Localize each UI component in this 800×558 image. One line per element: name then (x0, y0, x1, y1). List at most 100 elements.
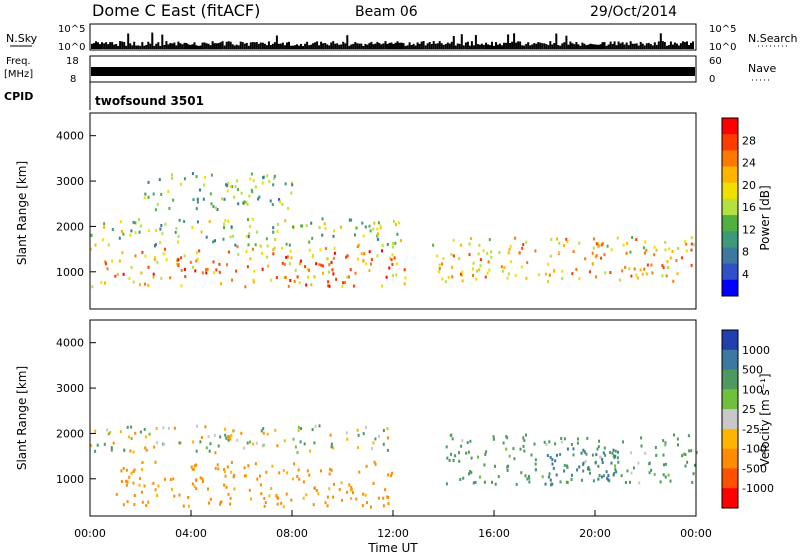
range-gate-cell (273, 174, 276, 178)
range-gate-cell (320, 469, 322, 473)
range-gate-cell (690, 236, 693, 240)
range-gate-cell (685, 249, 688, 253)
noise-bar (221, 41, 224, 49)
range-gate-cell (446, 456, 449, 460)
range-gate-cell (581, 478, 583, 482)
range-gate-cell (686, 460, 689, 464)
noise-bar (639, 41, 642, 49)
noise-bar (655, 44, 658, 49)
range-gate-cell (245, 250, 248, 253)
range-gate-cell (370, 505, 372, 509)
range-gate-cell (329, 433, 332, 437)
colorbar-swatch (722, 166, 738, 184)
colorbar-tick-label: 20 (742, 179, 756, 192)
range-gate-cell (283, 262, 286, 266)
range-gate-cell (191, 226, 194, 229)
x-tick-label: 00:00 (680, 527, 712, 540)
range-gate-cell (324, 501, 327, 505)
range-gate-cell (110, 448, 113, 452)
range-gate-cell (518, 251, 521, 255)
range-gate-cell (612, 473, 615, 477)
range-gate-cell (317, 492, 320, 496)
x-tick-label: 12:00 (377, 527, 409, 540)
range-gate-cell (357, 243, 360, 247)
cpid-program: twofsound 3501 (95, 94, 204, 108)
range-gate-cell (350, 485, 353, 489)
range-gate-cell (139, 430, 142, 434)
range-gate-cell (438, 270, 440, 274)
noise-bar (553, 43, 556, 49)
range-gate-cell (364, 426, 367, 429)
noise-bar (513, 33, 516, 49)
range-gate-cell (286, 471, 289, 475)
colorbar-tick-label: -500 (742, 462, 767, 475)
range-gate-cell (110, 446, 113, 450)
range-gate-cell (690, 449, 693, 453)
range-gate-cell (616, 236, 619, 240)
range-gate-cell (121, 251, 124, 255)
range-gate-cell (177, 234, 180, 238)
noise-bar (348, 45, 351, 49)
range-gate-cell (236, 438, 239, 442)
noise-bar (519, 41, 522, 49)
range-gate-cell (468, 472, 470, 476)
noise-bar (458, 43, 461, 49)
range-gate-cell (381, 243, 384, 247)
nave-label: Nave (748, 62, 776, 75)
range-gate-cell (308, 248, 311, 252)
noise-bar (527, 42, 530, 49)
range-gate-cell (391, 253, 394, 257)
range-gate-cell (277, 496, 280, 500)
range-gate-cell (595, 254, 598, 258)
range-gate-cell (610, 461, 613, 465)
range-gate-cell (637, 461, 640, 465)
range-gate-cell (216, 208, 219, 211)
noise-bar (619, 43, 622, 49)
range-gate-cell (236, 245, 239, 249)
range-gate-cell (125, 479, 128, 483)
range-gate-cell (461, 279, 464, 283)
noise-bar (223, 45, 226, 49)
range-gate-cell (613, 471, 616, 475)
noise-bar (645, 43, 648, 49)
range-gate-cell (294, 445, 297, 449)
y-tick-label: 4000 (56, 130, 84, 143)
noise-bar (679, 43, 682, 49)
range-gate-cell (284, 276, 287, 279)
range-gate-cell (253, 269, 256, 273)
range-gate-cell (601, 461, 604, 464)
range-gate-cell (691, 480, 694, 484)
noise-bar (511, 41, 514, 49)
range-gate-cell (609, 271, 612, 274)
range-gate-cell (534, 462, 537, 466)
range-gate-cell (650, 468, 653, 472)
range-gate-cell (550, 237, 553, 241)
noise-bar (161, 34, 164, 49)
noise-bar (497, 44, 499, 49)
colorbar-tick-label: -100 (742, 443, 767, 456)
range-gate-cell (154, 208, 157, 212)
range-gate-cell (227, 492, 230, 496)
noise-bar (611, 44, 614, 49)
range-gate-cell (249, 177, 252, 181)
range-gate-cell (209, 192, 212, 196)
range-gate-cell (229, 496, 232, 500)
noise-bar (171, 43, 174, 49)
range-gate-cell (614, 464, 616, 468)
range-gate-cell (558, 251, 561, 254)
range-gate-cell (400, 239, 402, 243)
range-gate-cell (300, 427, 302, 431)
range-gate-cell (575, 268, 578, 271)
range-gate-cell (628, 267, 631, 271)
noise-bar (334, 43, 337, 49)
noise-bar (663, 42, 666, 49)
range-gate-cell (624, 265, 627, 269)
range-gate-cell (578, 277, 581, 281)
range-gate-cell (614, 467, 617, 471)
noise-bar (159, 45, 162, 49)
noise-bar (217, 43, 220, 49)
range-gate-cell (126, 425, 129, 429)
range-gate-cell (237, 202, 240, 206)
power-colorbar-title: Power [dB] (758, 185, 772, 250)
noise-bar (149, 43, 152, 49)
